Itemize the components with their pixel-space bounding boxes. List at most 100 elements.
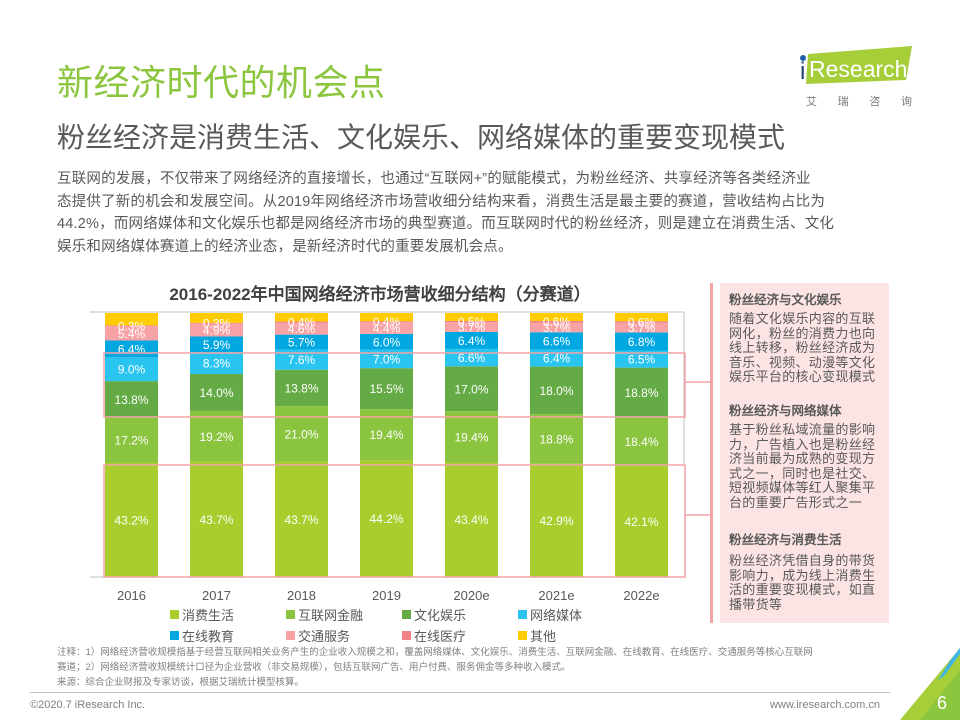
bar-segment [105, 462, 158, 577]
website-link[interactable]: www.iresearch.com.cn [769, 699, 880, 711]
legend-label: 互联网金融 [298, 608, 364, 623]
bar-value-label: 42.9% [539, 514, 573, 528]
bar-segment [360, 368, 413, 410]
bar-segment [615, 321, 668, 323]
bar-segment [190, 336, 243, 353]
insight-section-consumer: 粉丝经济与消费生活 粉丝经济凭借自身的带货 影响力，成为线上消费生 活的重要变现… [729, 532, 884, 612]
bar-value-label: 6.6% [543, 334, 571, 348]
logo-chinese-name: 艾 瑞 咨 询 [806, 93, 912, 109]
bar-segment [615, 313, 668, 322]
bar-segment [445, 462, 498, 577]
bar-value-label: 17.2% [114, 434, 148, 448]
bar-value-label: 14.0% [199, 386, 233, 400]
iresearch-logo: i Research [800, 46, 912, 85]
bar-segment [530, 313, 583, 321]
legend-label: 在线医疗 [414, 629, 467, 644]
bar-segment [615, 350, 668, 368]
footnote-line: 赛道；2）网络经济营收规模统计口径为企业营收（非交易规模），包括互联网广告、用户… [57, 662, 571, 673]
logo-banner [806, 46, 912, 84]
copyright-text: ©2020.7 iResearch Inc. [30, 699, 146, 711]
bar-value-label: 18.0% [539, 384, 573, 398]
highlight-box-media-entertainment [103, 352, 686, 418]
page-subtitle: 粉丝经济是消费生活、文化娱乐、网络媒体的重要变现模式 [57, 122, 786, 153]
insight-line: 活的重要变现模式，如直 [729, 582, 876, 597]
x-tick-label: 2021e [538, 588, 574, 603]
bar-segment [105, 417, 158, 463]
bar-value-label: 5.7% [288, 336, 316, 350]
logo-research: Research [809, 56, 907, 82]
bar-value-label: 8.3% [203, 357, 231, 371]
legend-label: 交通服务 [298, 629, 351, 644]
bar-value-label: 0.5% [458, 315, 486, 329]
insight-section-media: 粉丝经济与网络媒体 基于粉丝私域流量的影响 力，广告植入也是粉丝经 济当前最为成… [729, 403, 884, 510]
bar-value-label: 43.7% [284, 513, 318, 527]
bar-segment [530, 349, 583, 367]
bar-segment [275, 334, 328, 350]
bar-value-label: 18.4% [624, 435, 658, 449]
page-title: 新经济时代的机会点 [57, 62, 386, 103]
legend-swatch [402, 631, 411, 640]
logo-dot [800, 55, 806, 61]
bar-segment [360, 322, 413, 334]
insight-line: 影响力，成为线上消费生 [729, 567, 876, 583]
insight-heading: 粉丝经济与文化娱乐 [729, 293, 842, 307]
bar-segment [530, 322, 583, 333]
bar-value-label: 7.0% [373, 352, 401, 366]
insight-panel: 粉丝经济与文化娱乐 随着文化娱乐内容的互联 网化，粉丝的消费力也向 线上转移，粉… [720, 283, 889, 623]
bar-segment [105, 313, 158, 326]
bar-segment [615, 417, 668, 466]
bar-segment [445, 332, 498, 349]
bar-segment [360, 313, 413, 322]
chart-title: 2016-2022年中国网络经济市场营收细分结构（分赛道） [169, 285, 591, 304]
bar-value-label: 3.7% [628, 321, 656, 335]
chart-legend: 消费生活 互联网金融 文化娱乐 网络媒体 在线教育 交通服务 在线医疗 其他 [170, 606, 640, 644]
x-tick-label: 2018 [287, 588, 316, 603]
insight-section-entertainment: 粉丝经济与文化娱乐 随着文化娱乐内容的互联 网化，粉丝的消费力也向 线上转移，粉… [729, 292, 884, 385]
bar-segment [105, 325, 158, 327]
insight-line: 基于粉丝私域流量的影响 [729, 422, 876, 437]
chart-frame [90, 311, 685, 465]
x-tick-label: 2016 [117, 588, 146, 603]
bar-segment [530, 366, 583, 415]
insight-line: 娱乐平台的核心变现模式 [729, 369, 876, 384]
legend-item: 其他 [518, 627, 634, 644]
legend-label: 网络媒体 [530, 608, 583, 623]
bar-value-label: 5.4% [118, 327, 146, 341]
bar-segment [105, 357, 158, 382]
bar-value-label: 21.0% [284, 427, 318, 441]
legend-item: 文化娱乐 [402, 606, 518, 623]
bar-segment [275, 461, 328, 577]
bar-segment [530, 414, 583, 464]
intro-line: 44.2%，而网络媒体和文化娱乐也都是网络经济市场的典型赛道。而互联网时代的粉丝… [57, 216, 835, 232]
bar-value-label: 0.3% [203, 317, 231, 331]
bar-segment [360, 460, 413, 577]
x-tick-label: 2017 [202, 588, 231, 603]
bar-segment [530, 320, 583, 323]
insight-heading: 粉丝经济与消费生活 [729, 533, 842, 547]
bar-segment [275, 313, 328, 322]
bar-value-label: 13.8% [284, 381, 318, 395]
bar-value-label: 4.4% [373, 322, 401, 336]
legend-swatch [170, 631, 179, 640]
logo-i: i [800, 58, 805, 85]
legend-swatch [402, 610, 411, 619]
x-tick-label: 2020e [453, 588, 489, 603]
logo-cn-char: 艾 [806, 96, 817, 108]
logo-cn-char: 咨 [869, 96, 881, 108]
x-tick-label: 2022e [623, 588, 659, 603]
bar-value-label: 3.7% [458, 321, 486, 335]
intro-paragraph: 互联网的发展，不仅带来了网络经济的直接增长，也通过“互联网+”的赋能模式，为粉丝… [57, 168, 917, 258]
legend-item: 网络媒体 [518, 606, 634, 623]
insight-line: 粉丝经济凭借自身的带货 [729, 553, 876, 568]
bar-value-label: 17.0% [454, 382, 488, 396]
footnotes: 注释：1）网络经济营收规模指基于经营互联网相关业务产生的企业收入规模之和，覆盖网… [57, 645, 917, 690]
logo-cn-char: 瑞 [837, 96, 849, 108]
bar-value-label: 43.2% [114, 513, 148, 527]
bar-value-label: 19.4% [369, 428, 403, 442]
bar-segment [275, 349, 328, 370]
bar-value-label: 0.6% [543, 315, 571, 329]
bar-value-label: 4.6% [288, 322, 316, 336]
footnote-line: 来源：综合企业财报及专家访谈，根据艾瑞统计模型核算。 [57, 677, 305, 688]
bar-segment [445, 313, 498, 321]
bar-value-label: 4.9% [203, 324, 231, 338]
